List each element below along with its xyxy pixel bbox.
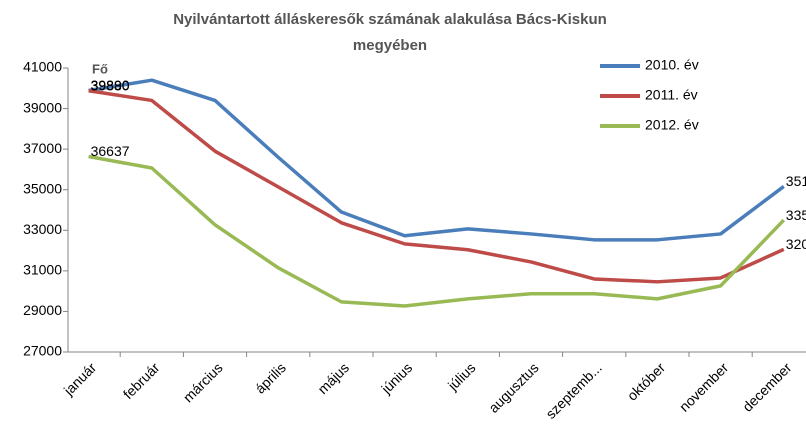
- series-line: [88, 154, 786, 308]
- legend-label: 2012. év: [645, 117, 699, 133]
- x-tick-label: február: [120, 359, 163, 402]
- x-tick-label: október: [624, 359, 669, 404]
- y-tick-label: 29000: [23, 302, 62, 318]
- legend-label: 2010. év: [645, 57, 699, 73]
- x-tick-label: november: [676, 359, 732, 415]
- data-label: 32060: [786, 236, 806, 252]
- data-label: 33504: [786, 207, 806, 223]
- y-tick-label: 35000: [23, 180, 62, 196]
- data-label: 35161: [786, 173, 806, 189]
- y-tick-label: 37000: [23, 140, 62, 156]
- annotation: Fő: [92, 61, 108, 76]
- series-line: [88, 88, 785, 284]
- x-tick-label: december: [739, 359, 795, 415]
- x-tick-label: augusztus: [485, 359, 541, 415]
- data-label: 39880: [91, 77, 130, 93]
- x-tick-label: május: [314, 359, 352, 397]
- data-label: 36637: [91, 143, 130, 159]
- series-line: [88, 78, 785, 242]
- legend-label: 2011. év: [645, 87, 698, 103]
- y-tick-label: 27000: [23, 343, 62, 359]
- x-tick-label: január: [60, 359, 100, 399]
- x-tick-label: április: [252, 359, 289, 396]
- chart-title: megyében: [353, 37, 427, 54]
- y-tick-label: 33000: [23, 221, 62, 237]
- data-label: 39890: [91, 77, 130, 93]
- y-tick-label: 31000: [23, 262, 62, 278]
- x-tick-label: június: [377, 359, 415, 397]
- x-tick-label: szeptemb...: [542, 359, 604, 421]
- x-tick-label: július: [444, 359, 479, 394]
- x-tick-label: március: [180, 359, 226, 405]
- chart-title: Nyilvántartott álláskeresők számának ala…: [173, 11, 607, 28]
- y-tick-label: 41000: [23, 59, 62, 75]
- y-tick-label: 39000: [23, 99, 62, 115]
